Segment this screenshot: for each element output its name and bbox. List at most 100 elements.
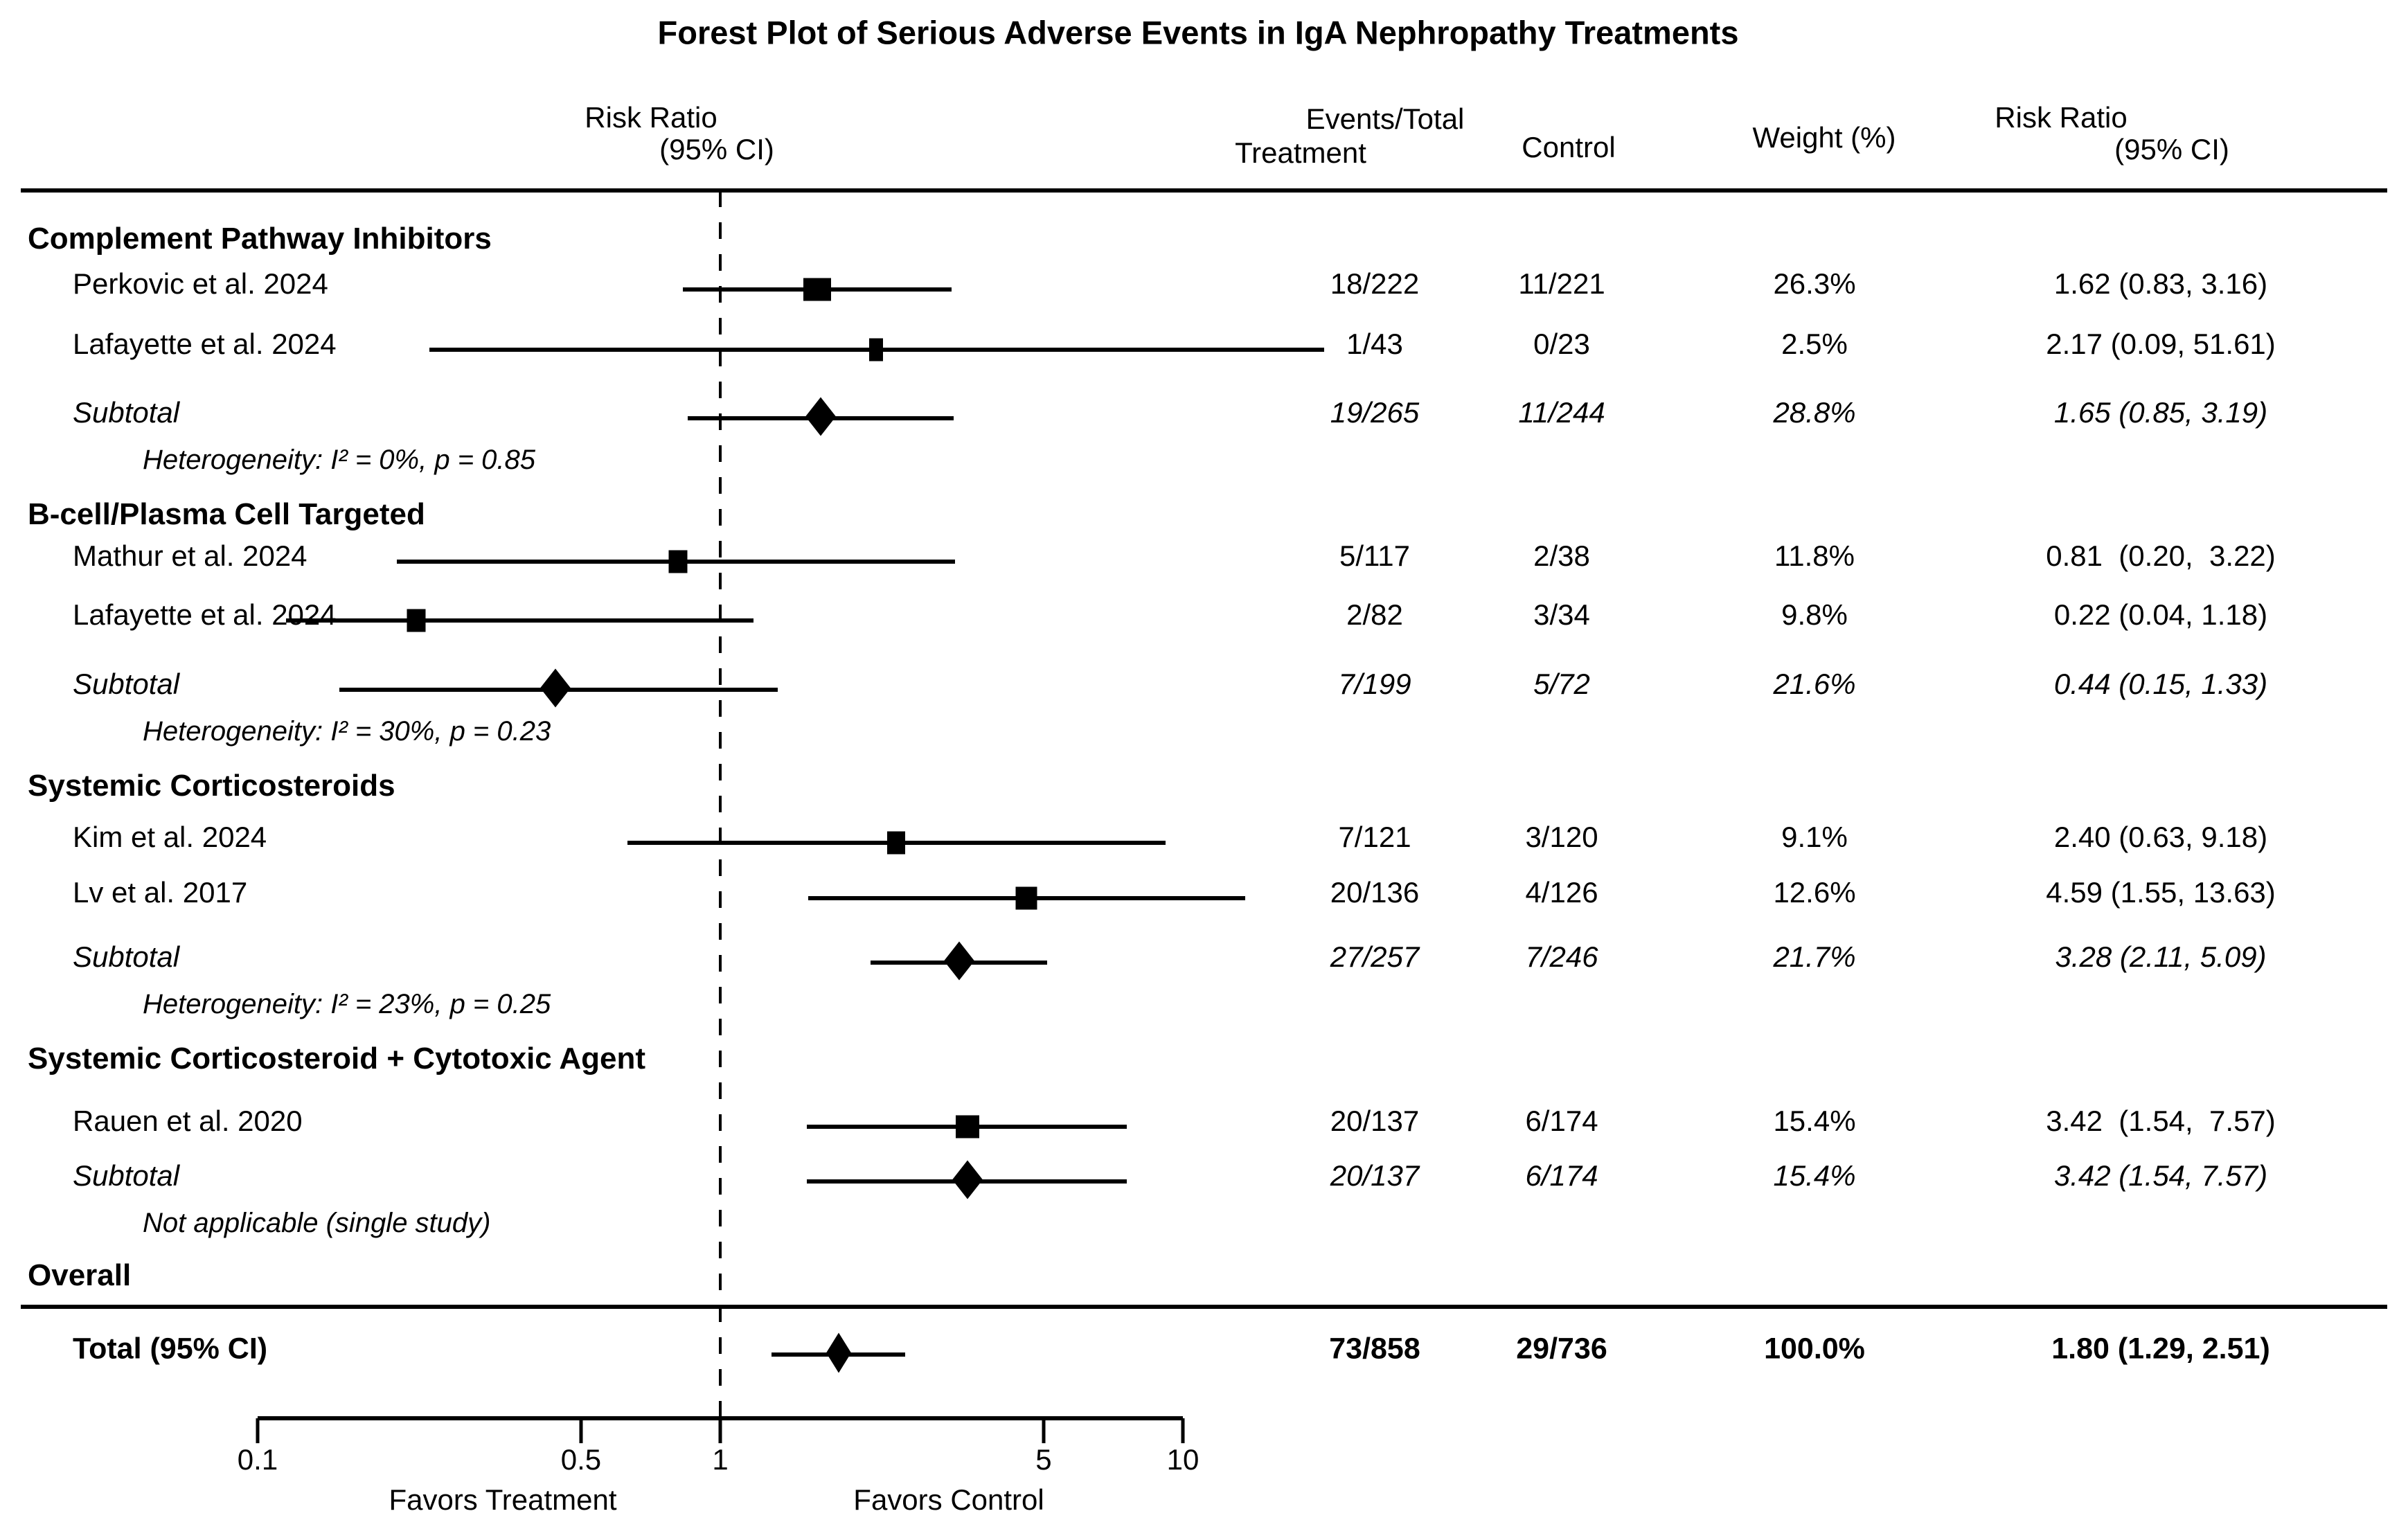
events-control-value: 6/174 xyxy=(1525,1159,1598,1192)
heterogeneity-note: Heterogeneity: I² = 23%, p = 0.25 xyxy=(143,989,551,1019)
events-treatment-value: 20/136 xyxy=(1330,875,1420,909)
study-label: Lafayette et al. 2024 xyxy=(73,598,337,631)
x-axis-tick-label: 1 xyxy=(712,1443,729,1476)
study-label: Lv et al. 2017 xyxy=(73,875,248,909)
total-events-control-value: 29/736 xyxy=(1516,1332,1607,1366)
column-header-control: Control xyxy=(1522,130,1616,163)
x-axis-tick xyxy=(256,1418,260,1443)
risk-ratio-value: 3.42 (1.54, 7.57) xyxy=(2046,1104,2276,1137)
events-treatment-value: 5/117 xyxy=(1339,539,1410,572)
weight-value: 21.6% xyxy=(1773,667,1856,700)
study-label: Rauen et al. 2020 xyxy=(73,1104,303,1137)
subtotal-label: Subtotal xyxy=(73,940,180,973)
events-treatment-value: 20/137 xyxy=(1330,1159,1420,1192)
events-treatment-value: 7/121 xyxy=(1338,820,1411,853)
x-axis-tick-label: 0.5 xyxy=(560,1443,602,1476)
favors-treatment-label: Favors Treatment xyxy=(389,1483,617,1516)
group-header-label: B-cell/Plasma Cell Targeted xyxy=(28,497,425,531)
x-axis-tick xyxy=(1181,1418,1185,1443)
x-axis-tick-label: 10 xyxy=(1166,1443,1199,1476)
effect-size-marker xyxy=(668,550,688,573)
events-treatment-value: 1/43 xyxy=(1346,327,1403,360)
weight-value: 15.4% xyxy=(1773,1104,1856,1137)
risk-ratio-value: 1.65 (0.85, 3.19) xyxy=(2053,395,2268,429)
x-axis-tick-label: 5 xyxy=(1035,1443,1052,1476)
heterogeneity-note: Not applicable (single study) xyxy=(143,1208,491,1238)
study-label: Mathur et al. 2024 xyxy=(73,539,307,572)
risk-ratio-value: 0.44 (0.15, 1.33) xyxy=(2053,667,2268,700)
heterogeneity-note: Heterogeneity: I² = 0%, p = 0.85 xyxy=(143,445,536,475)
events-control-value: 4/126 xyxy=(1525,875,1598,909)
risk-ratio-value: 1.62 (0.83, 3.16) xyxy=(2053,267,2268,300)
risk-ratio-value: 2.40 (0.63, 9.18) xyxy=(2053,820,2268,853)
study-label: Kim et al. 2024 xyxy=(73,820,267,853)
weight-value: 12.6% xyxy=(1773,875,1856,909)
subtotal-label: Subtotal xyxy=(73,395,180,429)
column-header-weight: Weight (%) xyxy=(1752,120,1896,154)
events-control-value: 0/23 xyxy=(1533,327,1590,360)
page-title: Forest Plot of Serious Adverse Events in… xyxy=(657,14,1739,51)
effect-size-marker xyxy=(1015,886,1037,910)
column-header-treatment: Treatment xyxy=(1235,136,1366,169)
header-rule xyxy=(21,188,2387,193)
subtotal-diamond xyxy=(539,668,571,711)
events-control-value: 5/72 xyxy=(1533,667,1590,700)
events-treatment-value: 20/137 xyxy=(1330,1104,1420,1137)
events-control-value: 3/120 xyxy=(1525,820,1598,853)
group-header-label: Systemic Corticosteroids xyxy=(28,768,395,803)
weight-value: 15.4% xyxy=(1773,1159,1856,1192)
weight-value: 11.8% xyxy=(1774,539,1855,572)
weight-value: 9.1% xyxy=(1781,820,1848,853)
events-control-value: 11/244 xyxy=(1518,395,1605,429)
weight-value: 9.8% xyxy=(1781,598,1848,631)
total-diamond xyxy=(826,1332,851,1377)
x-axis-tick xyxy=(718,1418,722,1443)
weight-value: 21.7% xyxy=(1773,940,1856,973)
effect-size-marker xyxy=(803,278,831,301)
effect-size-marker xyxy=(868,338,883,361)
events-control-value: 2/38 xyxy=(1533,539,1590,572)
events-treatment-value: 7/199 xyxy=(1338,667,1411,700)
risk-ratio-value: 2.17 (0.09, 51.61) xyxy=(2046,327,2276,360)
risk-ratio-value: 3.28 (2.11, 5.09) xyxy=(2055,940,2267,973)
events-treatment-value: 2/82 xyxy=(1346,598,1403,631)
column-header-risk-ratio-left: Risk Ratio xyxy=(585,100,717,134)
column-header-events-total: Events/Total xyxy=(1305,102,1465,135)
events-control-value: 6/174 xyxy=(1525,1104,1598,1137)
favors-control-label: Favors Control xyxy=(853,1483,1044,1516)
weight-value: 2.5% xyxy=(1781,327,1848,360)
column-header-risk-ratio-left-ci: (95% CI) xyxy=(659,132,774,166)
subtotal-diamond xyxy=(943,941,974,984)
study-label: Lafayette et al. 2024 xyxy=(73,327,337,360)
risk-ratio-value: 0.22 (0.04, 1.18) xyxy=(2053,598,2268,631)
total-label: Total (95% CI) xyxy=(73,1332,268,1366)
risk-ratio-value: 4.59 (1.55, 13.63) xyxy=(2046,875,2276,909)
risk-ratio-value: 0.81 (0.20, 3.22) xyxy=(2046,539,2276,572)
x-axis-tick xyxy=(579,1418,583,1443)
subtotal-label: Subtotal xyxy=(73,1159,180,1192)
weight-value: 26.3% xyxy=(1773,267,1856,300)
total-risk-ratio-value: 1.80 (1.29, 2.51) xyxy=(2051,1332,2270,1366)
effect-size-marker xyxy=(955,1115,979,1138)
confidence-interval-line xyxy=(285,618,753,623)
heterogeneity-note: Heterogeneity: I² = 30%, p = 0.23 xyxy=(143,716,551,747)
column-header-risk-ratio-right-ci: (95% CI) xyxy=(2114,132,2229,166)
subtotal-diamond xyxy=(952,1160,983,1203)
overall-rule xyxy=(21,1305,2387,1309)
study-label: Perkovic et al. 2024 xyxy=(73,267,328,300)
events-control-value: 7/246 xyxy=(1525,940,1598,973)
risk-ratio-value: 3.42 (1.54, 7.57) xyxy=(2053,1159,2268,1192)
events-control-value: 3/34 xyxy=(1533,598,1590,631)
group-header-label: Systemic Corticosteroid + Cytotoxic Agen… xyxy=(28,1041,646,1075)
column-header-risk-ratio-right: Risk Ratio xyxy=(1995,100,2128,134)
events-treatment-value: 19/265 xyxy=(1330,395,1420,429)
events-control-value: 11/221 xyxy=(1518,267,1605,300)
group-header-label: Complement Pathway Inhibitors xyxy=(28,221,492,256)
subtotal-label: Subtotal xyxy=(73,667,180,700)
subtotal-diamond xyxy=(805,397,837,440)
null-effect-line xyxy=(719,190,722,1418)
total-weight-value: 100.0% xyxy=(1764,1332,1865,1366)
effect-size-marker xyxy=(407,609,426,632)
events-treatment-value: 27/257 xyxy=(1330,940,1420,973)
